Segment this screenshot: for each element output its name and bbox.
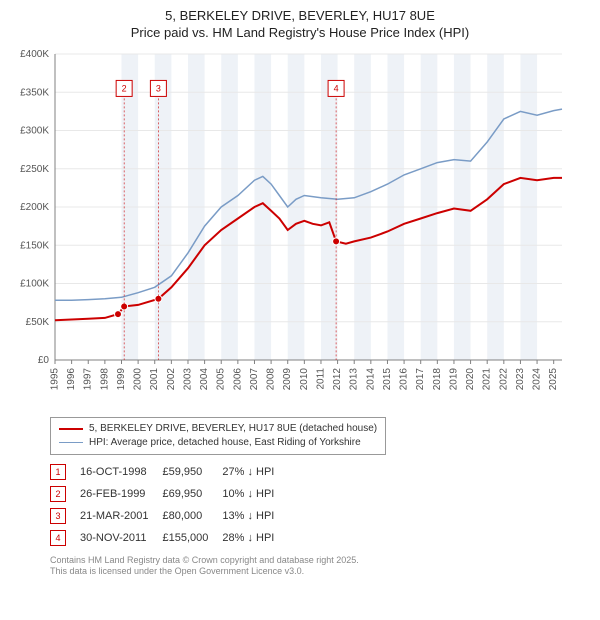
sale-price: £155,000: [162, 527, 222, 549]
sale-price: £80,000: [162, 505, 222, 527]
svg-text:1996: 1996: [66, 367, 77, 390]
svg-text:2014: 2014: [365, 367, 376, 390]
title-line-1: 5, BERKELEY DRIVE, BEVERLEY, HU17 8UE: [10, 8, 590, 25]
sale-price: £69,950: [162, 483, 222, 505]
sale-number-box: 4: [50, 530, 66, 546]
svg-text:2008: 2008: [266, 367, 277, 390]
svg-text:2020: 2020: [465, 367, 476, 390]
annotation-number: 3: [156, 83, 161, 93]
svg-text:2010: 2010: [299, 367, 310, 390]
legend-row: 5, BERKELEY DRIVE, BEVERLEY, HU17 8UE (d…: [59, 422, 377, 436]
sale-date: 30-NOV-2011: [80, 527, 162, 549]
svg-text:2011: 2011: [315, 367, 326, 389]
svg-text:£400K: £400K: [20, 49, 49, 60]
annotation-number: 2: [122, 83, 127, 93]
svg-text:2019: 2019: [448, 367, 459, 390]
svg-text:2018: 2018: [432, 367, 443, 390]
sale-delta: 10% ↓ HPI: [222, 483, 288, 505]
sales-table: 1 16-OCT-1998£59,95027% ↓ HPI 2 26-FEB-1999…: [50, 461, 288, 549]
sale-number-box: 1: [50, 464, 66, 480]
sale-date: 21-MAR-2001: [80, 505, 162, 527]
footer-line-2: This data is licensed under the Open Gov…: [50, 566, 590, 578]
svg-text:2002: 2002: [166, 367, 177, 390]
svg-text:2009: 2009: [282, 367, 293, 390]
legend-swatch-icon: [59, 428, 83, 430]
svg-text:2013: 2013: [349, 367, 360, 390]
annotation-number: 4: [334, 83, 339, 93]
title-line-2: Price paid vs. HM Land Registry's House …: [10, 25, 590, 42]
legend-label: 5, BERKELEY DRIVE, BEVERLEY, HU17 8UE (d…: [89, 422, 377, 436]
sale-number-box: 3: [50, 508, 66, 524]
legend-row: HPI: Average price, detached house, East…: [59, 436, 377, 450]
table-row: 1 16-OCT-1998£59,95027% ↓ HPI: [50, 461, 288, 483]
svg-text:2000: 2000: [133, 367, 144, 390]
sale-delta: 27% ↓ HPI: [222, 461, 288, 483]
legend-label: HPI: Average price, detached house, East…: [89, 436, 361, 450]
svg-text:2025: 2025: [548, 367, 559, 390]
svg-text:1995: 1995: [50, 367, 61, 390]
legend: 5, BERKELEY DRIVE, BEVERLEY, HU17 8UE (d…: [50, 417, 386, 455]
svg-text:2017: 2017: [415, 367, 426, 390]
line-chart: £0 £50K £100K £150K £200K £250K £300K £350K £400…: [10, 46, 590, 411]
table-row: 4 30-NOV-2011£155,00028% ↓ HPI: [50, 527, 288, 549]
svg-text:2016: 2016: [399, 367, 410, 390]
sale-date: 26-FEB-1999: [80, 483, 162, 505]
svg-text:2021: 2021: [482, 367, 493, 390]
sale-delta: 28% ↓ HPI: [222, 527, 288, 549]
table-row: 3 21-MAR-2001£80,00013% ↓ HPI: [50, 505, 288, 527]
svg-text:£200K: £200K: [20, 202, 49, 213]
svg-text:£250K: £250K: [20, 164, 49, 175]
svg-text:2005: 2005: [216, 367, 227, 390]
svg-text:£50K: £50K: [26, 317, 50, 328]
svg-text:£100K: £100K: [20, 278, 49, 289]
svg-text:2004: 2004: [199, 367, 210, 390]
svg-text:£150K: £150K: [20, 240, 49, 251]
svg-text:1999: 1999: [116, 367, 127, 390]
svg-text:1998: 1998: [99, 367, 110, 390]
svg-text:1997: 1997: [83, 367, 94, 390]
sale-marker-icon: [115, 310, 122, 317]
svg-text:£300K: £300K: [20, 125, 49, 136]
svg-text:2001: 2001: [149, 367, 160, 390]
svg-text:2022: 2022: [498, 367, 509, 390]
svg-text:2012: 2012: [332, 367, 343, 390]
footer-attribution: Contains HM Land Registry data © Crown c…: [50, 555, 590, 578]
svg-text:2023: 2023: [515, 367, 526, 390]
svg-text:£0: £0: [38, 355, 50, 366]
svg-text:2015: 2015: [382, 367, 393, 390]
sale-number-box: 2: [50, 486, 66, 502]
sale-price: £59,950: [162, 461, 222, 483]
sale-delta: 13% ↓ HPI: [222, 505, 288, 527]
svg-text:2007: 2007: [249, 367, 260, 390]
table-row: 2 26-FEB-1999£69,95010% ↓ HPI: [50, 483, 288, 505]
legend-swatch-icon: [59, 442, 83, 443]
chart-title: 5, BERKELEY DRIVE, BEVERLEY, HU17 8UE Pr…: [10, 8, 590, 42]
svg-text:2003: 2003: [182, 367, 193, 390]
sale-date: 16-OCT-1998: [80, 461, 162, 483]
footer-line-1: Contains HM Land Registry data © Crown c…: [50, 555, 590, 567]
svg-text:2006: 2006: [232, 367, 243, 390]
svg-text:2024: 2024: [532, 367, 543, 390]
svg-text:£350K: £350K: [20, 87, 49, 98]
